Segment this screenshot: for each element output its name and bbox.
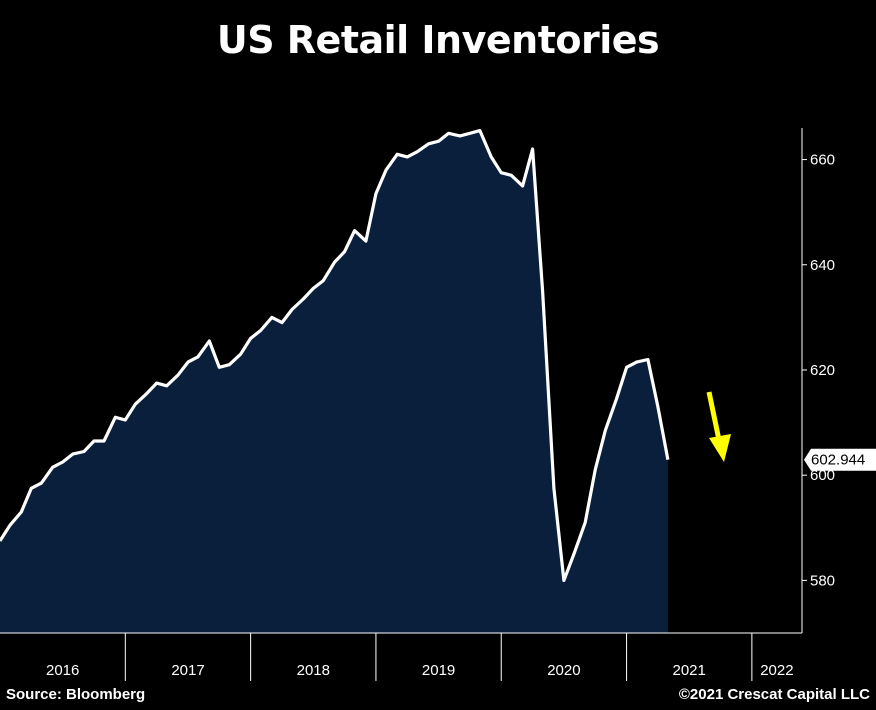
y-tick-label: 660: [810, 152, 835, 169]
last-value-tag-box: [804, 448, 876, 471]
down-arrow-head: [709, 434, 731, 462]
last-value-label: 602.944: [811, 452, 865, 469]
y-tick-label: 580: [810, 572, 835, 589]
source-note: Source: Bloomberg: [6, 686, 146, 703]
y-tick-label: 640: [810, 257, 835, 274]
y-tick-label: 600: [810, 467, 835, 484]
x-axis: 2016 2017 2018 2019 2020 2021 2022: [0, 632, 802, 681]
last-value-tag: 602.944: [804, 448, 876, 471]
down-arrow-shaft: [706, 391, 722, 441]
x-tick-label: 2017: [171, 662, 204, 679]
inventory-series-line: [0, 129, 670, 582]
chart-title: US Retail Inventories: [216, 18, 660, 62]
copyright-note: ©2021 Crescat Capital LLC: [678, 686, 870, 703]
y-tick-label: 620: [810, 362, 835, 379]
inventory-area-fill: [0, 130, 668, 633]
x-tick-label: 2018: [297, 662, 330, 679]
x-tick-label: 2016: [46, 662, 79, 679]
y-axis: 580 600 620 640 660: [801, 128, 835, 633]
x-tick-label: 2021: [673, 662, 706, 679]
x-tick-label: 2022: [760, 662, 793, 679]
x-tick-label: 2020: [547, 662, 580, 679]
x-tick-label: 2019: [422, 662, 455, 679]
down-arrow-icon: [706, 391, 731, 462]
